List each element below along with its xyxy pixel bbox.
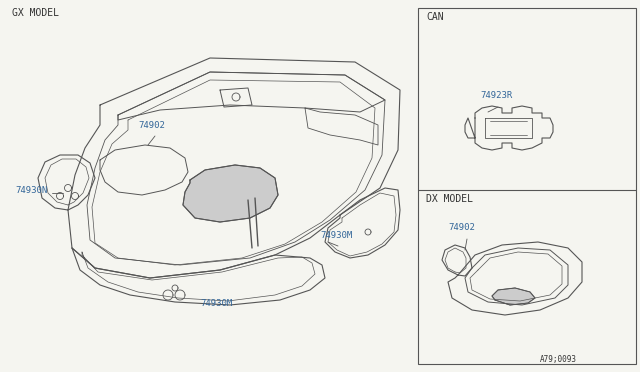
Text: CAN: CAN [426,12,444,22]
Text: A79;0093: A79;0093 [540,355,577,364]
Bar [418,8,636,364]
Text: 74930N: 74930N [15,186,47,195]
Text: GX MODEL: GX MODEL [12,8,59,18]
Text: DX MODEL: DX MODEL [426,194,473,204]
Text: 74930M: 74930M [200,299,232,308]
Polygon shape [492,288,535,305]
Text: 74902: 74902 [448,223,475,232]
Polygon shape [183,165,278,222]
Text: 74902: 74902 [138,121,165,130]
Text: 74923R: 74923R [480,91,512,100]
Text: 74930M: 74930M [320,231,352,240]
